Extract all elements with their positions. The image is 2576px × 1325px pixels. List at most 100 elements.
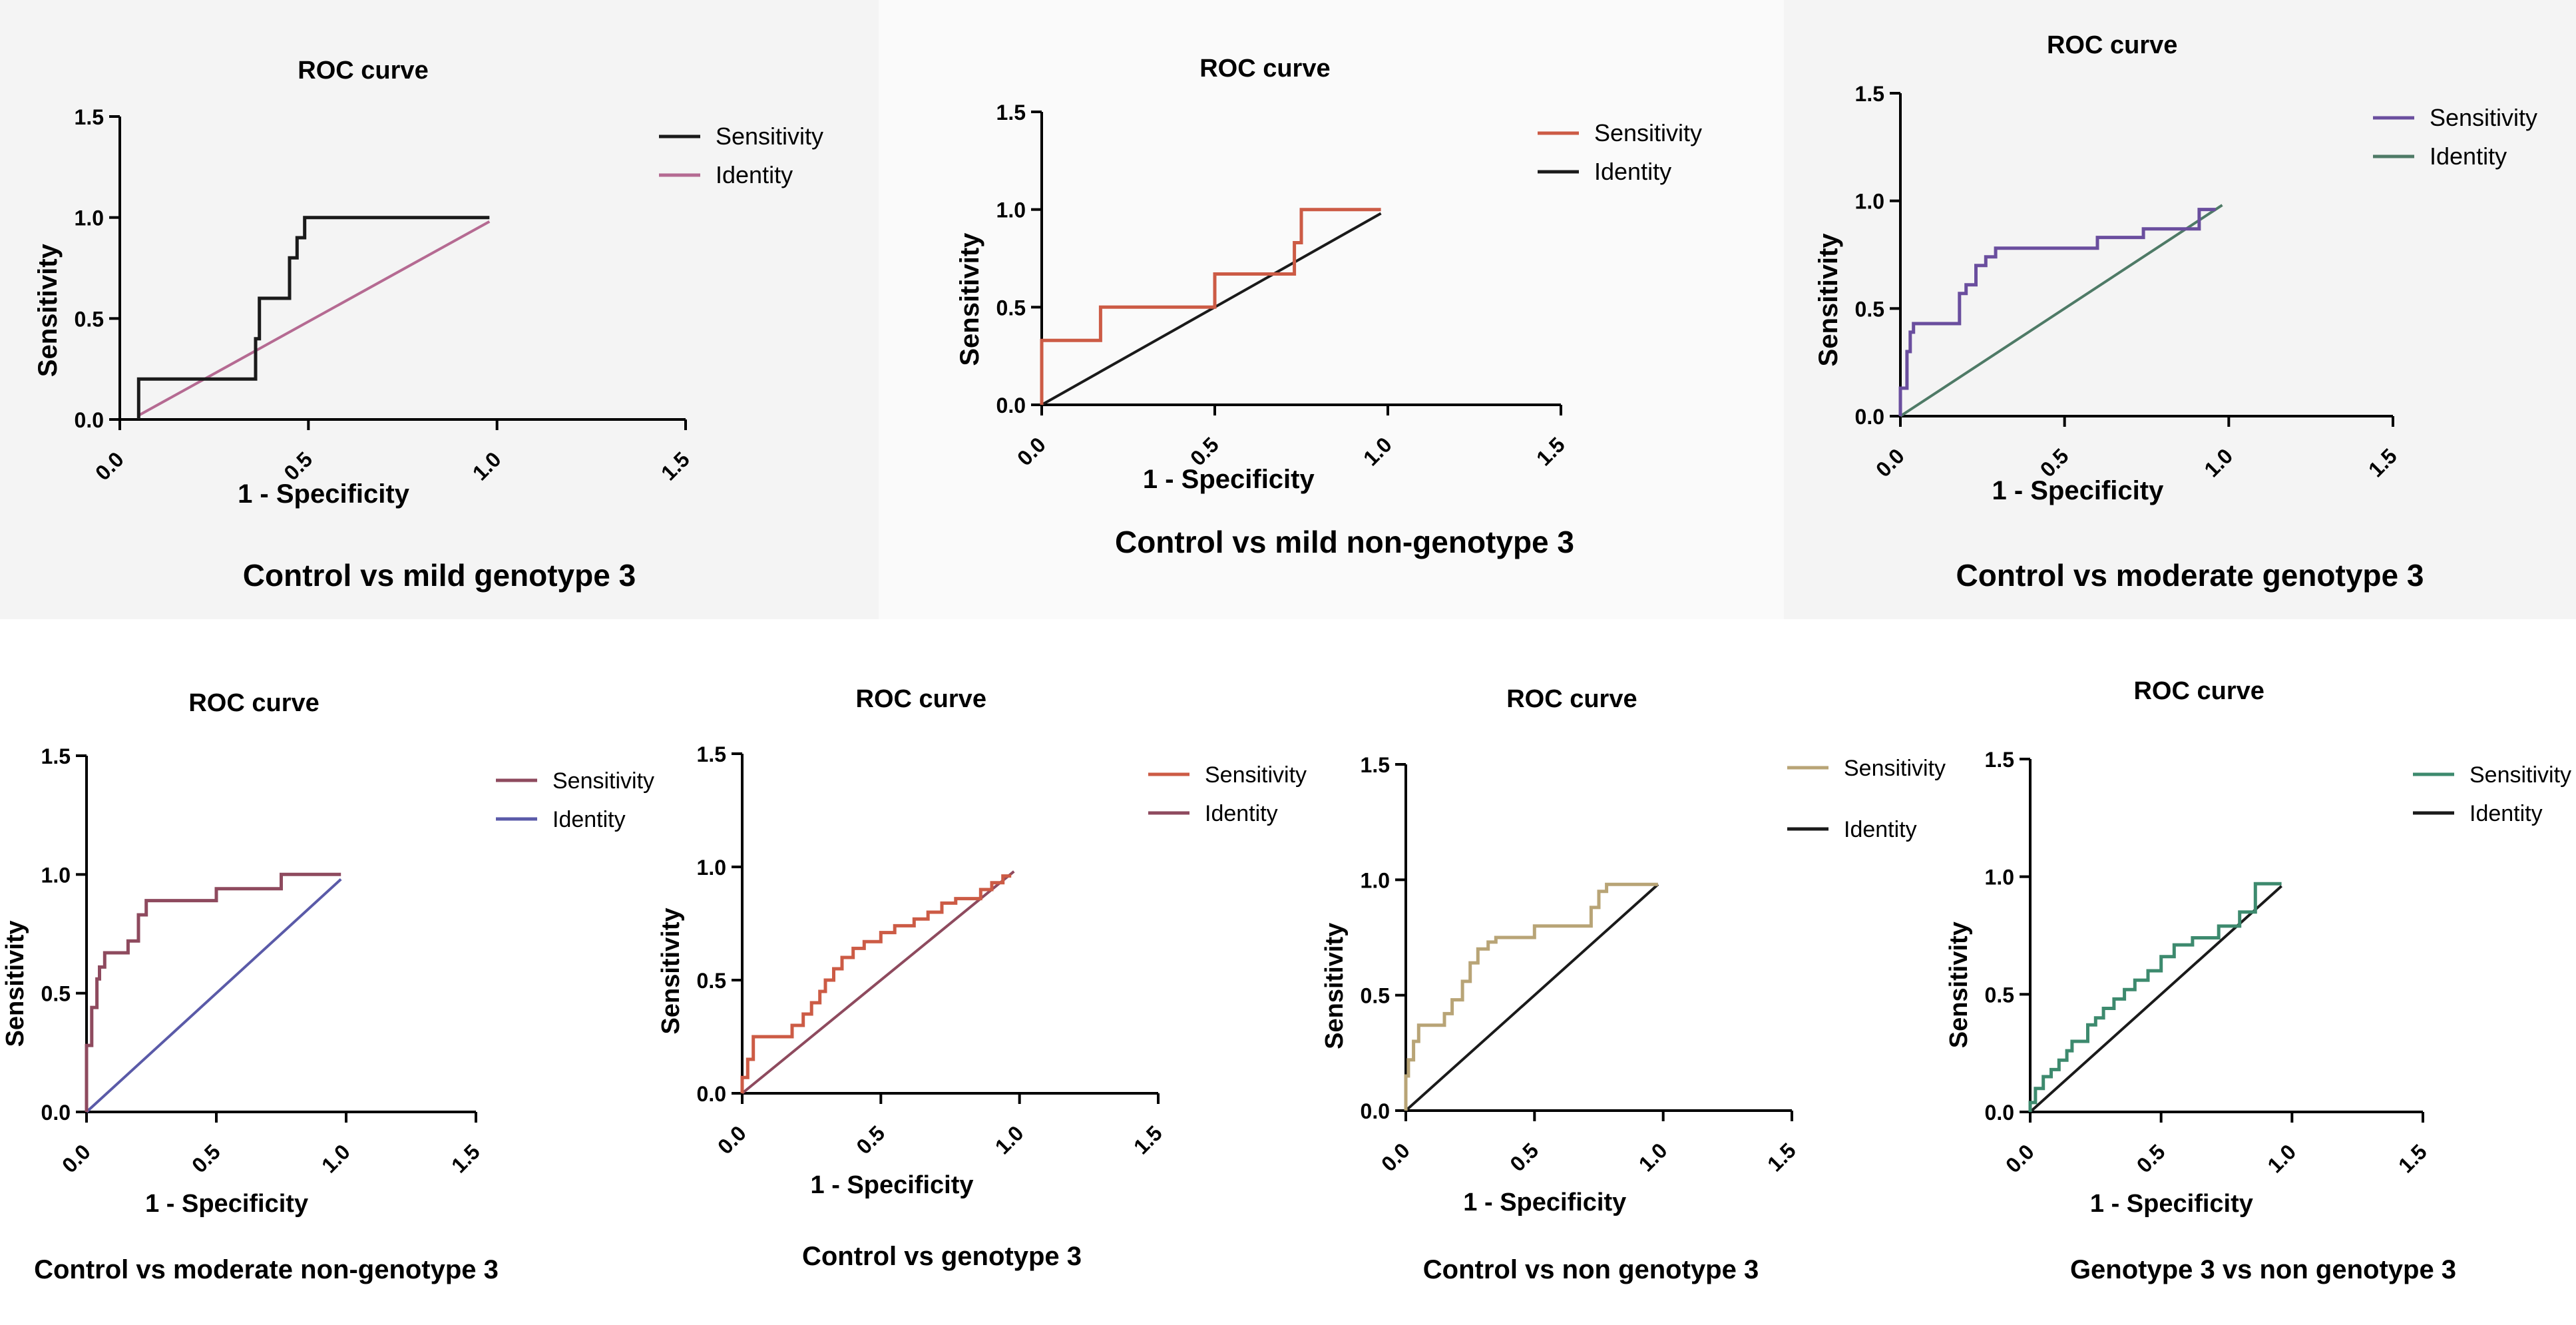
panel-caption: Genotype 3 vs non genotype 3 [2070, 1255, 2456, 1284]
x-tick-label: 0.0 [713, 1121, 751, 1159]
y-tick-label: 0.5 [1855, 297, 1884, 321]
x-tick-label: 0.5 [1505, 1138, 1543, 1176]
x-tick-label: 0.0 [91, 447, 128, 485]
x-axis-label: 1 - Specificity [1143, 465, 1315, 494]
legend-label: Identity [552, 807, 626, 832]
y-tick-label: 0.0 [1361, 1099, 1390, 1123]
y-tick-label: 0.0 [1855, 405, 1884, 429]
y-tick-label: 0.5 [1361, 984, 1390, 1008]
x-tick-label: 1.0 [317, 1139, 355, 1177]
x-axis-label: 1 - Specificity [238, 479, 410, 509]
sensitivity-line [2028, 882, 2282, 1112]
x-tick-label: 1.5 [656, 447, 694, 485]
identity-line [138, 220, 491, 417]
x-tick-label: 1.5 [447, 1139, 485, 1177]
y-tick-label: 1.5 [41, 744, 71, 768]
x-axis-label: 1 - Specificity [1463, 1189, 1626, 1216]
chart-title: ROC curve [298, 57, 428, 85]
x-tick-label: 1.0 [468, 447, 506, 485]
x-tick-label: 1.0 [1634, 1138, 1672, 1176]
panel-caption: Control vs moderate non-genotype 3 [34, 1255, 499, 1284]
legend-label: Sensitivity [552, 768, 654, 794]
legend-label: Sensitivity [1205, 762, 1307, 788]
y-axis-label: Sensitivity [1814, 233, 1843, 367]
sensitivity-line [1898, 208, 2216, 416]
y-tick-label: 1.0 [75, 206, 104, 230]
y-tick-label: 0.0 [75, 408, 104, 432]
roc-panel-1: 0.00.00.50.51.01.01.51.51 - SpecificityS… [33, 57, 823, 593]
y-tick-label: 1.5 [697, 742, 726, 766]
y-tick-label: 1.5 [1855, 82, 1884, 106]
sensitivity-line [1040, 208, 1381, 405]
legend-label: Identity [2430, 142, 2507, 170]
sensitivity-line [85, 872, 341, 1112]
x-tick-label: 1.0 [2199, 443, 2237, 481]
y-tick-label: 0.5 [1985, 983, 2014, 1007]
y-tick-label: 0.5 [41, 982, 71, 1006]
y-tick-label: 0.5 [996, 296, 1026, 320]
x-tick-label: 1.5 [1763, 1138, 1801, 1176]
legend-label: Sensitivity [716, 123, 823, 150]
panel-caption: Control vs non genotype 3 [1423, 1255, 1759, 1284]
legend-label: Identity [2469, 801, 2543, 826]
roc-panel-5: 0.0 0.0 0.5 0.5 1.0 1.0 1.5 1.5 1 - Specificity S… [657, 685, 1307, 1271]
panel-caption: Control vs moderate genotype 3 [1956, 558, 2424, 593]
roc-panel-2: 0.00.00.50.51.01.01.51.51 - SpecificityS… [955, 55, 1702, 559]
y-tick-label: 0.0 [996, 394, 1026, 417]
sensitivity-line [740, 874, 1012, 1093]
legend-label: Sensitivity [2469, 762, 2571, 788]
y-axis-label: Sensitivity [1321, 923, 1349, 1049]
panel-background [0, 0, 879, 619]
panel-background [1784, 0, 2576, 619]
legend-label: Identity [716, 161, 793, 188]
chart-title: ROC curve [856, 685, 986, 713]
x-tick-label: 0.5 [851, 1121, 889, 1159]
identity-line [741, 870, 1015, 1095]
sensitivity-line [1404, 882, 1658, 1111]
y-tick-label: 1.0 [41, 863, 71, 887]
identity-line [1899, 204, 2223, 417]
x-tick-label: 0.0 [1871, 443, 1909, 481]
chart-title: ROC curve [1506, 685, 1637, 713]
x-tick-label: 1.5 [1532, 432, 1570, 470]
y-tick-label: 1.0 [1361, 868, 1390, 892]
x-axis-label: 1 - Specificity [811, 1171, 974, 1199]
y-tick-label: 1.5 [996, 101, 1026, 125]
x-tick-label: 0.0 [1377, 1138, 1414, 1176]
legend-label: Identity [1844, 817, 1917, 842]
y-tick-label: 1.5 [1361, 753, 1390, 777]
y-tick-label: 0.5 [75, 307, 104, 331]
y-axis-label: Sensitivity [657, 908, 685, 1034]
chart-title: ROC curve [2133, 677, 2264, 705]
y-tick-label: 0.0 [697, 1082, 726, 1106]
y-tick-label: 0.0 [1985, 1101, 2014, 1125]
x-tick-label: 1.0 [990, 1121, 1028, 1159]
roc-panel-6: 0.0 0.0 0.5 0.5 1.0 1.0 1.5 1.5 1 - Specificity S… [1321, 685, 1946, 1284]
x-tick-label: 0.5 [2132, 1139, 2170, 1177]
legend-label: Sensitivity [1594, 119, 1702, 146]
y-tick-label: 1.5 [75, 105, 104, 129]
legend-label: Sensitivity [1844, 756, 1946, 781]
identity-line [85, 878, 342, 1113]
y-axis-label: Sensitivity [1945, 922, 1973, 1048]
x-tick-label: 1.5 [1129, 1121, 1167, 1159]
x-axis-label: 1 - Specificity [2090, 1190, 2253, 1218]
x-axis-label: 1 - Specificity [1992, 476, 2164, 505]
panel-caption: Control vs mild genotype 3 [243, 558, 636, 593]
chart-title: ROC curve [2047, 31, 2177, 59]
panel-caption: Control vs genotype 3 [802, 1242, 1082, 1271]
panel-background [879, 0, 1784, 619]
y-axis-label: Sensitivity [33, 243, 63, 377]
y-tick-label: 1.0 [1985, 866, 2014, 890]
roc-panel-4: 0.0 0.0 0.5 0.5 1.0 1.0 1.5 1.5 1 - Specificity S… [1, 689, 654, 1284]
identity-line [1041, 212, 1382, 406]
y-tick-label: 1.0 [996, 198, 1026, 222]
y-tick-label: 0.0 [41, 1101, 71, 1125]
y-tick-label: 0.5 [697, 969, 726, 993]
x-tick-label: 1.5 [2364, 443, 2402, 481]
identity-line [2029, 885, 2282, 1113]
roc-panel-7: 0.0 0.0 0.5 0.5 1.0 1.0 1.5 1.5 1 - Specificity S… [1945, 677, 2571, 1284]
y-axis-label: Sensitivity [955, 232, 984, 366]
